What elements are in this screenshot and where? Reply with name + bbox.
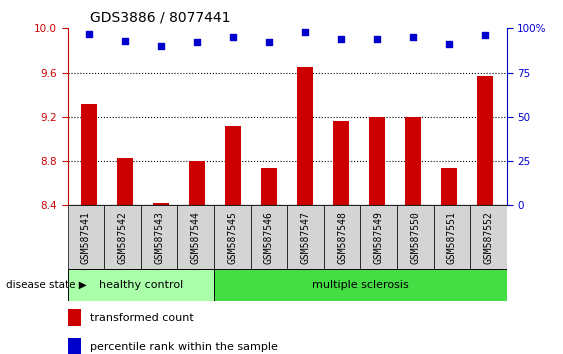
Bar: [297, 67, 313, 205]
Text: GDS3886 / 8077441: GDS3886 / 8077441: [90, 10, 230, 24]
Bar: [141, 205, 177, 269]
Bar: [104, 205, 141, 269]
Bar: [261, 168, 277, 205]
Bar: [68, 269, 214, 301]
Bar: [324, 205, 360, 269]
Point: [337, 36, 346, 42]
Point: [481, 33, 490, 38]
Bar: [360, 205, 397, 269]
Text: transformed count: transformed count: [90, 313, 193, 323]
Bar: [477, 76, 493, 205]
Bar: [177, 205, 214, 269]
Point: [409, 34, 418, 40]
Point: [229, 34, 238, 40]
Bar: [68, 338, 81, 354]
Text: GSM587547: GSM587547: [301, 211, 310, 264]
Text: GSM587551: GSM587551: [447, 211, 457, 264]
Text: GSM587552: GSM587552: [484, 211, 493, 264]
Text: GSM587542: GSM587542: [118, 211, 127, 264]
Text: multiple sclerosis: multiple sclerosis: [312, 280, 409, 290]
Bar: [470, 205, 507, 269]
Point: [445, 41, 454, 47]
Point: [84, 31, 93, 36]
Text: GSM587545: GSM587545: [227, 211, 237, 264]
Point: [120, 38, 129, 44]
Text: GSM587548: GSM587548: [337, 211, 347, 264]
Bar: [441, 168, 457, 205]
Bar: [117, 158, 133, 205]
Bar: [214, 205, 251, 269]
Bar: [434, 205, 470, 269]
Text: percentile rank within the sample: percentile rank within the sample: [90, 342, 278, 352]
Point: [193, 40, 202, 45]
Bar: [333, 121, 349, 205]
Bar: [214, 269, 507, 301]
Bar: [251, 205, 287, 269]
Point: [265, 40, 274, 45]
Point: [373, 36, 382, 42]
Bar: [68, 205, 104, 269]
Text: GSM587550: GSM587550: [410, 211, 420, 264]
Text: disease state ▶: disease state ▶: [6, 280, 86, 290]
Bar: [81, 104, 97, 205]
Text: healthy control: healthy control: [99, 280, 183, 290]
Bar: [405, 117, 421, 205]
Bar: [287, 205, 324, 269]
Bar: [397, 205, 434, 269]
Text: GSM587546: GSM587546: [264, 211, 274, 264]
Point: [301, 29, 310, 35]
Point: [157, 43, 166, 49]
Bar: [225, 126, 241, 205]
Text: GSM587549: GSM587549: [374, 211, 383, 264]
Text: GSM587541: GSM587541: [81, 211, 91, 264]
Text: GSM587543: GSM587543: [154, 211, 164, 264]
Text: GSM587544: GSM587544: [191, 211, 200, 264]
Bar: [68, 309, 81, 326]
Bar: [369, 117, 385, 205]
Bar: [153, 203, 169, 205]
Bar: [189, 161, 205, 205]
